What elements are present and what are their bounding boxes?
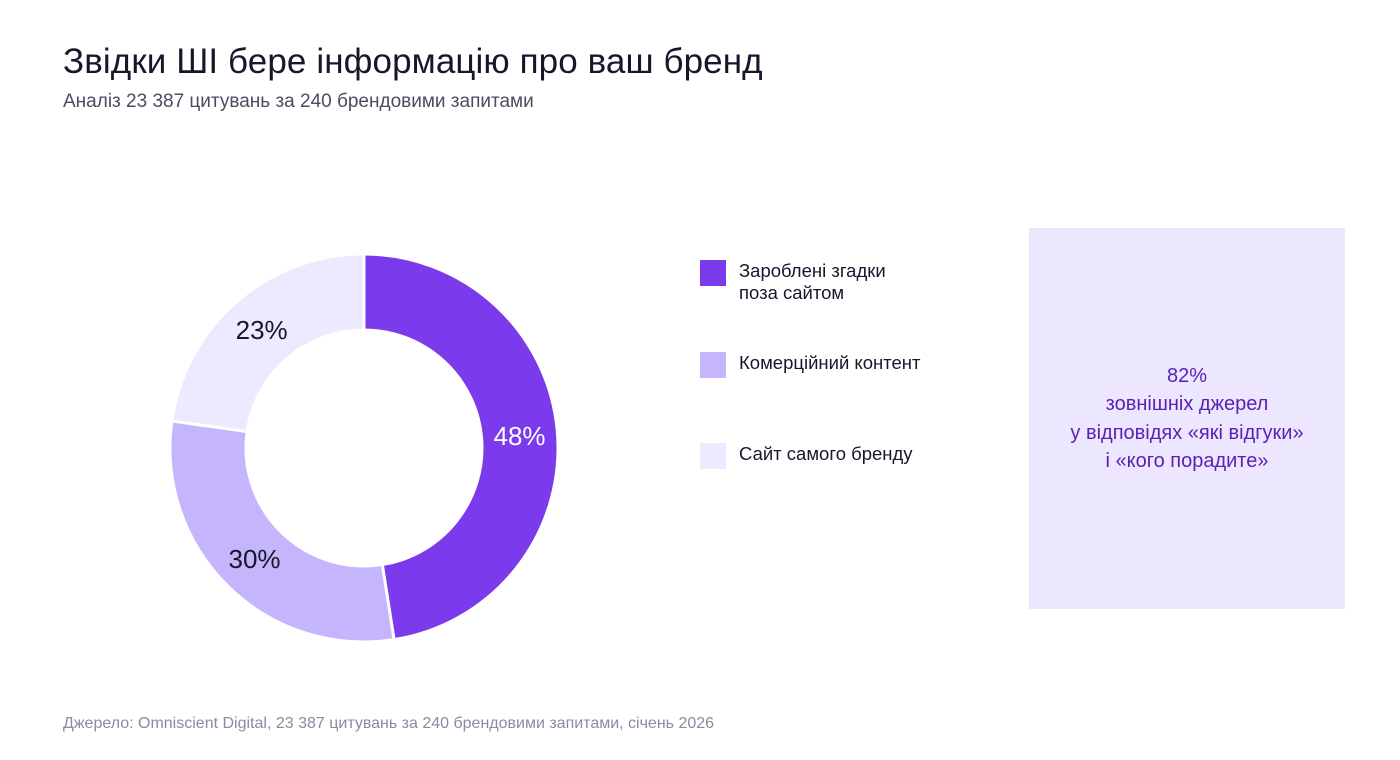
legend-swatch-brand-site	[700, 443, 726, 469]
callout-line-3: і «кого порадите»	[1105, 450, 1269, 472]
legend-label-commercial-content: Комерційний контент	[739, 352, 921, 373]
legend-swatch-commercial-content	[700, 352, 726, 378]
donut-slice-earned-mentions	[362, 252, 560, 642]
callout-line-1: зовнішніх джерел	[1105, 393, 1269, 415]
legend-label-earned-mentions-line1: Зароблені згадки	[739, 260, 886, 281]
legend-label-earned-mentions-line2: поза сайтом	[739, 282, 845, 303]
chart-title: Звідки ШІ бере інформацію про ваш бренд	[63, 42, 763, 81]
donut-label-brand-site: 23%	[236, 315, 288, 345]
legend-label-earned-mentions: Зароблені згадки поза сайтом	[739, 260, 969, 304]
callout-line-2: у відповідях «які відгуки»	[1070, 421, 1304, 444]
legend-swatch-earned-mentions	[700, 260, 726, 286]
donut-slice-brand-site	[170, 252, 366, 434]
legend-item-commercial-content: Комерційний контент	[700, 352, 969, 378]
callout-value: 82%	[1166, 364, 1208, 387]
legend-item-brand-site: Сайт самого бренду	[700, 443, 969, 469]
chart-subtitle: Аналіз 23 387 цитувань за 240 брендовими…	[63, 91, 534, 112]
legend-item-earned-mentions: Зароблені згадки поза сайтом	[700, 260, 969, 304]
legend-label-brand-site: Сайт самого бренду	[739, 443, 913, 464]
donut-slice-commercial-content	[168, 419, 396, 644]
donut-label-earned-mentions: 48%	[494, 421, 546, 451]
donut-label-commercial-content: 30%	[229, 544, 281, 574]
source-note: Джерело: Omniscient Digital, 23 387 циту…	[63, 715, 715, 732]
callout-box: 82% зовнішніх джерел у відповідях «які в…	[1029, 228, 1345, 609]
